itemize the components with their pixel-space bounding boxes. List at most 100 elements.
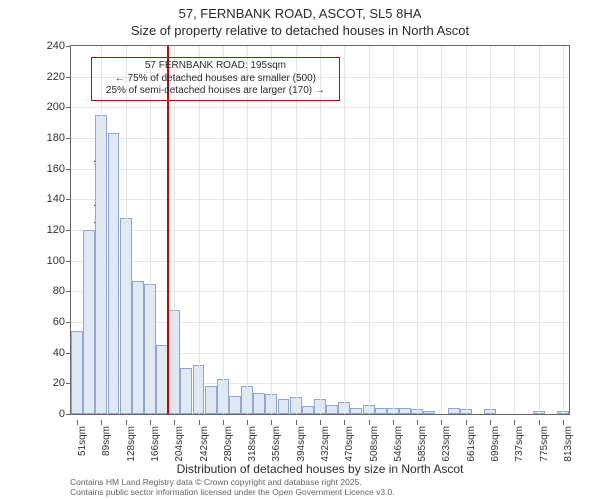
annotation-line: 25% of semi-detached houses are larger (…	[96, 85, 335, 98]
histogram-bar	[229, 396, 241, 414]
x-tick-mark	[199, 420, 200, 425]
reference-line	[167, 46, 169, 414]
y-tick-label: 60	[53, 316, 71, 328]
y-tick-label: 180	[47, 132, 71, 144]
gridline-v	[247, 46, 248, 414]
y-tick-label: 160	[47, 163, 71, 175]
x-tick-mark	[393, 420, 394, 425]
x-tick-mark	[563, 420, 564, 425]
histogram-bar	[375, 408, 387, 414]
gridline-v	[271, 46, 272, 414]
gridline-v	[417, 46, 418, 414]
x-tick-label: 737sqm	[514, 426, 525, 462]
gridline-v	[369, 46, 370, 414]
histogram-bar	[108, 133, 120, 414]
histogram-bar	[302, 406, 314, 414]
gridline-v	[150, 46, 151, 414]
x-tick-mark	[174, 420, 175, 425]
x-tick-label: 813sqm	[563, 426, 574, 462]
histogram-bar	[326, 405, 338, 414]
histogram-bar	[180, 368, 192, 414]
y-tick-label: 140	[47, 193, 71, 205]
x-tick-mark	[296, 420, 297, 425]
x-tick-label: 356sqm	[271, 426, 282, 462]
x-tick-mark	[466, 420, 467, 425]
x-tick-label: 432sqm	[320, 426, 331, 462]
x-tick-mark	[441, 420, 442, 425]
x-tick-label: 318sqm	[247, 426, 258, 462]
x-tick-mark	[223, 420, 224, 425]
y-tick-label: 0	[59, 408, 71, 420]
gridline-v	[223, 46, 224, 414]
x-tick-label: 128sqm	[126, 426, 137, 462]
annotation-box: 57 FERNBANK ROAD: 195sqm← 75% of detache…	[91, 57, 340, 101]
gridline-v	[296, 46, 297, 414]
attribution: Contains HM Land Registry data © Crown c…	[70, 478, 570, 498]
x-tick-mark	[490, 420, 491, 425]
gridline-v	[320, 46, 321, 414]
histogram-bar	[350, 408, 362, 414]
chart-title-subtitle: Size of property relative to detached ho…	[0, 23, 600, 38]
gridline-v	[466, 46, 467, 414]
gridline-v	[563, 46, 564, 414]
x-tick-mark	[247, 420, 248, 425]
attribution-line2: Contains public sector information licen…	[70, 488, 570, 498]
histogram-bar	[253, 393, 265, 414]
gridline-v	[441, 46, 442, 414]
gridline-v	[344, 46, 345, 414]
x-tick-mark	[344, 420, 345, 425]
gridline-v	[514, 46, 515, 414]
gridline-v	[393, 46, 394, 414]
x-tick-mark	[417, 420, 418, 425]
gridline-v	[101, 46, 102, 414]
histogram-bar	[71, 331, 83, 414]
y-tick-label: 80	[53, 285, 71, 297]
x-tick-label: 280sqm	[223, 426, 234, 462]
gridline-v	[199, 46, 200, 414]
annotation-line: 57 FERNBANK ROAD: 195sqm	[96, 60, 335, 73]
chart-title-address: 57, FERNBANK ROAD, ASCOT, SL5 8HA	[0, 6, 600, 21]
y-tick-label: 200	[47, 101, 71, 113]
gridline-v	[539, 46, 540, 414]
histogram-bar	[448, 408, 460, 414]
x-tick-label: 394sqm	[296, 426, 307, 462]
y-tick-label: 240	[47, 40, 71, 52]
x-tick-label: 699sqm	[490, 426, 501, 462]
x-tick-label: 508sqm	[369, 426, 380, 462]
x-tick-label: 89sqm	[101, 426, 112, 456]
gridline-v	[174, 46, 175, 414]
x-tick-label: 661sqm	[466, 426, 477, 462]
histogram-bar	[132, 281, 144, 414]
x-tick-label: 166sqm	[150, 426, 161, 462]
x-tick-label: 204sqm	[174, 426, 185, 462]
chart-container: 57, FERNBANK ROAD, ASCOT, SL5 8HA Size o…	[0, 0, 600, 500]
histogram-bar	[83, 230, 95, 414]
histogram-bar	[156, 345, 168, 414]
x-tick-mark	[101, 420, 102, 425]
histogram-bar	[278, 399, 290, 414]
x-tick-mark	[271, 420, 272, 425]
x-tick-mark	[514, 420, 515, 425]
x-tick-mark	[369, 420, 370, 425]
x-axis-label: Distribution of detached houses by size …	[70, 462, 570, 476]
y-tick-label: 40	[53, 347, 71, 359]
x-tick-label: 470sqm	[344, 426, 355, 462]
y-tick-label: 100	[47, 255, 71, 267]
x-tick-label: 775sqm	[539, 426, 550, 462]
y-tick-label: 220	[47, 71, 71, 83]
x-tick-mark	[539, 420, 540, 425]
x-tick-mark	[126, 420, 127, 425]
x-tick-mark	[77, 420, 78, 425]
x-tick-mark	[150, 420, 151, 425]
histogram-bar	[423, 411, 435, 414]
y-tick-label: 20	[53, 377, 71, 389]
x-tick-label: 585sqm	[417, 426, 428, 462]
x-tick-label: 623sqm	[441, 426, 452, 462]
gridline-v	[490, 46, 491, 414]
plot-area: 02040608010012014016018020022024051sqm89…	[70, 45, 570, 415]
annotation-line: ← 75% of detached houses are smaller (50…	[96, 73, 335, 86]
x-tick-label: 51sqm	[77, 426, 88, 456]
gridline-v	[126, 46, 127, 414]
histogram-bar	[399, 408, 411, 414]
x-tick-mark	[320, 420, 321, 425]
